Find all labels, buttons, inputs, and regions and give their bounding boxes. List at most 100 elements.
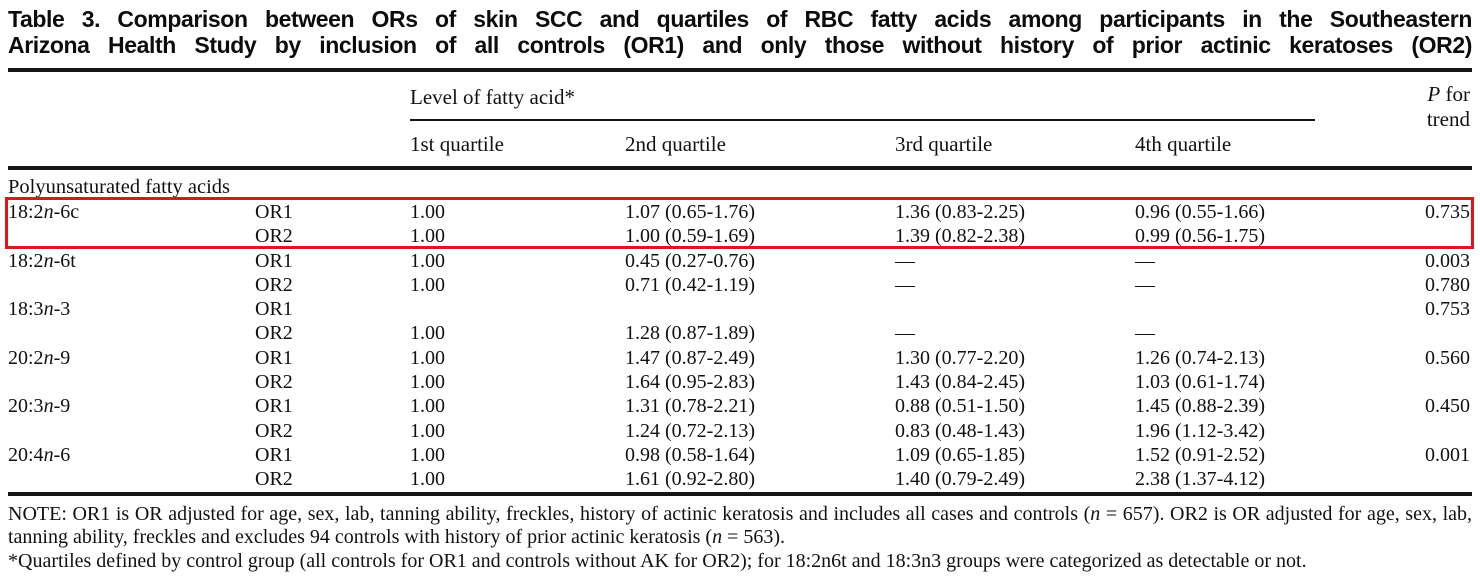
table-header: Level of fatty acid* P for trend 1st qua… [8, 72, 1472, 166]
fatty-acid-cell: 18:2n-6c [8, 200, 255, 224]
table-row: 20:2n-9 OR1 1.00 1.47 (0.87-2.49) 1.30 (… [8, 346, 1472, 370]
q3-cell: 0.88 (0.51-1.50) [895, 395, 1025, 418]
spanner-label: Level of fatty acid* [410, 85, 576, 109]
fatty-acid-cell: 20:4n-6 [8, 443, 255, 467]
fatty-acid-n: n [43, 298, 54, 321]
fatty-acid-label: 18:2 [8, 249, 44, 272]
or-cell: OR2 [255, 273, 293, 296]
fatty-acid-n: n [43, 201, 54, 223]
q1-cell: 1.00 [410, 371, 445, 394]
q4-cell: 1.52 (0.91-2.52) [1135, 443, 1265, 466]
q4-cell: — [1135, 322, 1155, 345]
q2-cell: 1.61 (0.92-2.80) [625, 468, 755, 491]
or-cell: OR2 [255, 225, 293, 248]
fatty-acid-suffix: -9 [53, 346, 71, 369]
fatty-acid-suffix: -6c [53, 201, 80, 223]
table-row: OR2 1.00 1.24 (0.72-2.13) 0.83 (0.48-1.4… [8, 419, 1472, 443]
table-row: 20:4n-6 OR1 1.00 0.98 (0.58-1.64) 1.09 (… [8, 443, 1472, 467]
table-notes: NOTE: OR1 is OR adjusted for age, sex, l… [8, 503, 1472, 574]
p-trend-cell: 0.780 [1425, 273, 1470, 296]
spanner-rule [410, 119, 1315, 121]
table-title-line2: Arizona Health Study by inclusion of all… [8, 32, 1472, 58]
table-row: OR2 1.00 1.28 (0.87-1.89) — — [8, 321, 1472, 345]
fatty-acid-label: 18:3 [8, 298, 44, 321]
q3-cell: 1.36 (0.83-2.25) [895, 201, 1025, 223]
table-row: OR2 1.00 1.64 (0.95-2.83) 1.43 (0.84-2.4… [8, 370, 1472, 394]
fatty-acid-cell: 18:3n-3 [8, 297, 255, 321]
q1-cell: 1.00 [410, 419, 445, 442]
q2-header: 2nd quartile [625, 132, 726, 156]
p-trend-cell: 0.560 [1425, 346, 1470, 369]
table-row: 18:2n-6c OR1 1.00 1.07 (0.65-1.76) 1.36 … [8, 200, 1472, 224]
or-cell: OR1 [255, 443, 293, 466]
note-part: = 657). OR2 is OR adjusted for age, sex,… [8, 502, 1473, 549]
q4-cell: — [1135, 273, 1155, 296]
p-trend-cell: 0.001 [1425, 443, 1470, 466]
q2-cell: 1.64 (0.95-2.83) [625, 371, 755, 394]
q2-cell: 0.71 (0.42-1.19) [625, 273, 755, 296]
fatty-acid-cell: 20:2n-9 [8, 346, 255, 370]
q1-cell: 1.00 [410, 322, 445, 345]
table-row: 20:3n-9 OR1 1.00 1.31 (0.78-2.21) 0.88 (… [8, 394, 1472, 418]
q3-cell: 1.30 (0.77-2.20) [895, 346, 1025, 369]
p-trend-cell: 0.003 [1425, 249, 1470, 272]
or-cell: OR1 [255, 395, 293, 418]
table-row: 18:2n-6t OR1 1.00 0.45 (0.27-0.76) — — 0… [8, 249, 1472, 273]
fatty-acid-cell: 20:3n-9 [8, 394, 255, 418]
q1-header: 1st quartile [410, 132, 504, 156]
p-header-italic: P [1427, 82, 1441, 106]
note-n-italic: n [1090, 502, 1101, 525]
or-cell: OR2 [255, 419, 293, 442]
or-cell: OR1 [255, 298, 293, 321]
note-text: NOTE: OR1 is OR adjusted for age, sex, l… [8, 503, 1472, 550]
q4-cell: 1.03 (0.61-1.74) [1135, 371, 1265, 394]
q4-cell: 1.45 (0.88-2.39) [1135, 395, 1265, 418]
highlighted-row-group: 18:2n-6c OR1 1.00 1.07 (0.65-1.76) 1.36 … [5, 197, 1474, 249]
or-cell: OR2 [255, 468, 293, 491]
fatty-acid-label: 20:2 [8, 346, 44, 369]
q1-cell: 1.00 [410, 249, 445, 272]
table-title-line1: Table 3. Comparison between ORs of skin … [8, 6, 1472, 32]
table-bottom-rule [8, 491, 1472, 496]
or-cell: OR1 [255, 346, 293, 369]
p-trend-cell: 0.753 [1425, 298, 1470, 321]
q2-cell: 1.31 (0.78-2.21) [625, 395, 755, 418]
q2-cell: 0.45 (0.27-0.76) [625, 249, 755, 272]
table-row: OR2 1.00 1.00 (0.59-1.69) 1.39 (0.82-2.3… [8, 224, 1472, 248]
fatty-acid-n: n [43, 346, 54, 369]
fatty-acid-label: 18:2 [8, 201, 44, 223]
q3-cell: 1.40 (0.79-2.49) [895, 468, 1025, 491]
or-cell: OR1 [255, 201, 293, 223]
fatty-acid-label: 20:4 [8, 443, 44, 466]
p-trend-cell: 0.735 [1425, 201, 1470, 223]
q4-header: 4th quartile [1135, 132, 1232, 156]
or-cell: OR1 [255, 249, 293, 272]
q3-cell: 1.09 (0.65-1.85) [895, 443, 1025, 466]
q1-cell: 1.00 [410, 201, 445, 223]
header-bottom-rule [8, 166, 1472, 170]
q1-cell: 1.00 [410, 225, 445, 248]
table-row: 18:3n-3 OR1 0.753 [8, 297, 1472, 321]
q4-cell: 0.96 (0.55-1.66) [1135, 201, 1265, 223]
note-n-italic: n [712, 526, 723, 549]
q2-cell: 1.07 (0.65-1.76) [625, 201, 755, 223]
fatty-acid-n: n [43, 249, 54, 272]
p-trend-cell: 0.450 [1425, 395, 1470, 418]
q3-cell: — [895, 249, 915, 272]
fatty-acid-suffix: -6 [53, 443, 71, 466]
or-cell: OR2 [255, 322, 293, 345]
quartile-header-row: 1st quartile 2nd quartile 3rd quartile 4… [8, 121, 1472, 166]
table-top-rule [8, 68, 1472, 72]
p-header-line2: trend [1426, 107, 1470, 131]
fatty-acid-n: n [43, 395, 54, 418]
q2-cell: 1.00 (0.59-1.69) [625, 225, 755, 248]
note-part: = 563). [722, 526, 786, 549]
q3-cell: — [895, 273, 915, 296]
q3-cell: 1.43 (0.84-2.45) [895, 371, 1025, 394]
q3-cell: — [895, 322, 915, 345]
q1-cell: 1.00 [410, 273, 445, 296]
p-header-rest: for [1440, 82, 1471, 106]
q2-cell: 1.24 (0.72-2.13) [625, 419, 755, 442]
table-row: OR2 1.00 1.61 (0.92-2.80) 1.40 (0.79-2.4… [8, 467, 1472, 491]
q1-cell: 1.00 [410, 395, 445, 418]
